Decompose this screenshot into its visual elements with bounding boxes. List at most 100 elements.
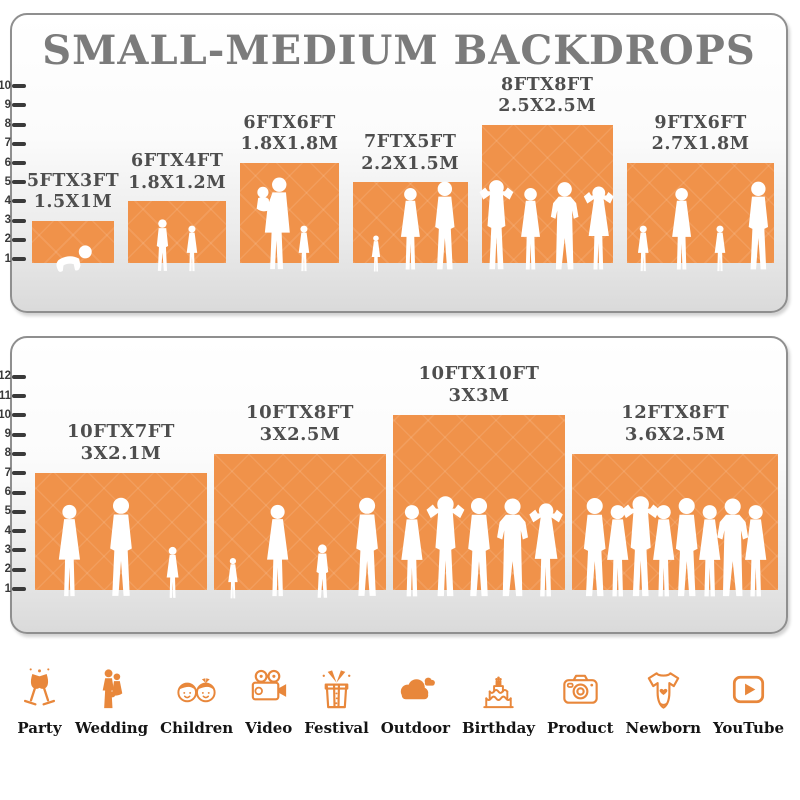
woman-silhouette (401, 504, 423, 597)
people-silhouette (371, 181, 455, 272)
girl-silhouette (714, 225, 726, 272)
size-feet-label: 8FTX8FT (501, 74, 594, 95)
size-meters-label: 2.2X1.5M (361, 153, 460, 174)
backdrop-size-label: 9FTX6FT 2.7X1.8M (611, 113, 791, 156)
ruler-tick (12, 509, 26, 514)
man-silhouette (468, 497, 490, 596)
category-label: Birthday (461, 719, 536, 737)
newborn-icon (640, 666, 687, 713)
man-posing-silhouette (426, 495, 465, 596)
size-meters-label: 2.5X2.5M (498, 95, 597, 116)
ruler-tick (12, 413, 26, 418)
size-feet-label: 7FTX5FT (364, 132, 457, 153)
ruler-tick (12, 103, 26, 108)
backdrop-size-label: 12FTX8FT 3.6X2.5M (585, 402, 765, 446)
mother-holding-child-silhouette (257, 177, 291, 270)
ruler-tick-label: 10 (0, 79, 11, 92)
category-item: Product (547, 652, 614, 762)
ruler-tick-label: 1 (4, 582, 11, 595)
ruler-tick (12, 432, 26, 437)
ruler-tick-label: 4 (4, 194, 11, 207)
panel-medium-large: 1 2 3 4 5 6 7 8 9 10 11 12 10FTX7FT 3X2.1M 10FTX8FT 3X2… (0, 336, 788, 634)
woman-silhouette (607, 504, 629, 597)
man-silhouette (583, 497, 606, 596)
ruler-tick-label: 5 (4, 175, 11, 188)
woman-silhouette (699, 504, 721, 597)
ruler-tick-label: 3 (4, 543, 11, 556)
size-feet-label: 5FTX3FT (26, 170, 120, 191)
size-feet-label: 12FTX8FT (621, 401, 730, 423)
people-silhouette (228, 497, 378, 599)
ruler-tick-label: 2 (4, 563, 11, 576)
ruler-tick-label: 3 (4, 214, 11, 227)
boy-silhouette (156, 219, 169, 271)
category-item: Children (160, 652, 233, 762)
ruler-tick-label: 8 (4, 118, 11, 131)
man-silhouette (110, 497, 132, 596)
youtube-icon (725, 666, 772, 713)
size-feet-label: 10FTX10FT (418, 363, 540, 385)
ruler-tick (12, 587, 26, 591)
ruler-tick-label: 1 (4, 252, 11, 265)
category-item: YouTube (713, 652, 784, 762)
category-label: Newborn (625, 719, 702, 737)
backdrop-size-label: 7FTX5FT 2.2X1.5M (320, 132, 500, 175)
ruler-tick-label: 6 (4, 486, 11, 498)
size-meters-label: 1.5X1M (33, 191, 113, 212)
category-label: Party (17, 719, 62, 737)
backdrop-bar (214, 453, 386, 590)
girl-silhouette (637, 225, 649, 272)
backdrop-size-label: 8FTX8FT 2.5X2.5M (457, 75, 637, 118)
man-silhouette (748, 181, 768, 270)
backdrop-bar (240, 163, 339, 263)
ruler-tick (12, 567, 26, 572)
ruler-tick (12, 529, 26, 534)
size-meters-label: 3.6X2.5M (624, 423, 726, 445)
ruler-tick (12, 84, 26, 89)
category-item: Birthday (462, 652, 535, 762)
category-label: Outdoor (380, 719, 451, 737)
ruler-tick (12, 548, 26, 553)
people-silhouette (637, 181, 768, 272)
woman-silhouette (671, 188, 691, 270)
category-label: Festival (304, 719, 369, 737)
ruler-tick-label: 9 (4, 428, 11, 441)
crawling-baby-silhouette (56, 245, 92, 272)
toddler-silhouette (228, 557, 238, 599)
category-item: Festival (304, 652, 369, 762)
ruler-tick-label: 7 (4, 137, 11, 150)
category-item: Wedding (75, 652, 148, 762)
backdrop-size-label: 5FTX3FT 1.5X1M (0, 171, 163, 214)
man-silhouette (434, 181, 455, 270)
ruler-tick (12, 237, 26, 242)
toddler-silhouette (371, 235, 380, 272)
girl-silhouette (186, 225, 198, 272)
ruler-tick-label: 5 (4, 505, 11, 518)
category-item: Party (16, 652, 63, 762)
backdrop-size-label: 6FTX6FT 1.8X1.8M (200, 113, 380, 156)
woman-silhouette (400, 188, 420, 270)
ruler-tick-label: 4 (4, 524, 11, 537)
backdrop-size-label: 10FTX7FT 3X2.1M (31, 421, 211, 465)
people-silhouette (479, 180, 614, 270)
ruler-tick-label: 8 (4, 447, 11, 460)
backdrop-size-label: 10FTX8FT 3X2.5M (210, 402, 390, 446)
backdrop-bar (32, 220, 114, 263)
category-label: YouTube (712, 719, 784, 737)
ruler-tick (12, 490, 26, 495)
people-silhouette (401, 495, 563, 597)
category-label: Video (245, 719, 293, 737)
ruler-tick (12, 180, 26, 185)
ruler-tick (12, 141, 26, 146)
festival-icon (313, 666, 360, 713)
backdrop-bar (128, 201, 227, 263)
man-akimbo-silhouette (497, 498, 528, 596)
ruler-tick (12, 257, 26, 261)
ruler-tick-label: 11 (0, 389, 11, 402)
people-silhouette (257, 177, 310, 272)
ruler-tick-label: 7 (4, 466, 11, 479)
backdrop-size-label: 6FTX4FT 1.8X1.2M (87, 151, 267, 194)
product-icon (557, 666, 604, 713)
children-icon (173, 666, 220, 713)
